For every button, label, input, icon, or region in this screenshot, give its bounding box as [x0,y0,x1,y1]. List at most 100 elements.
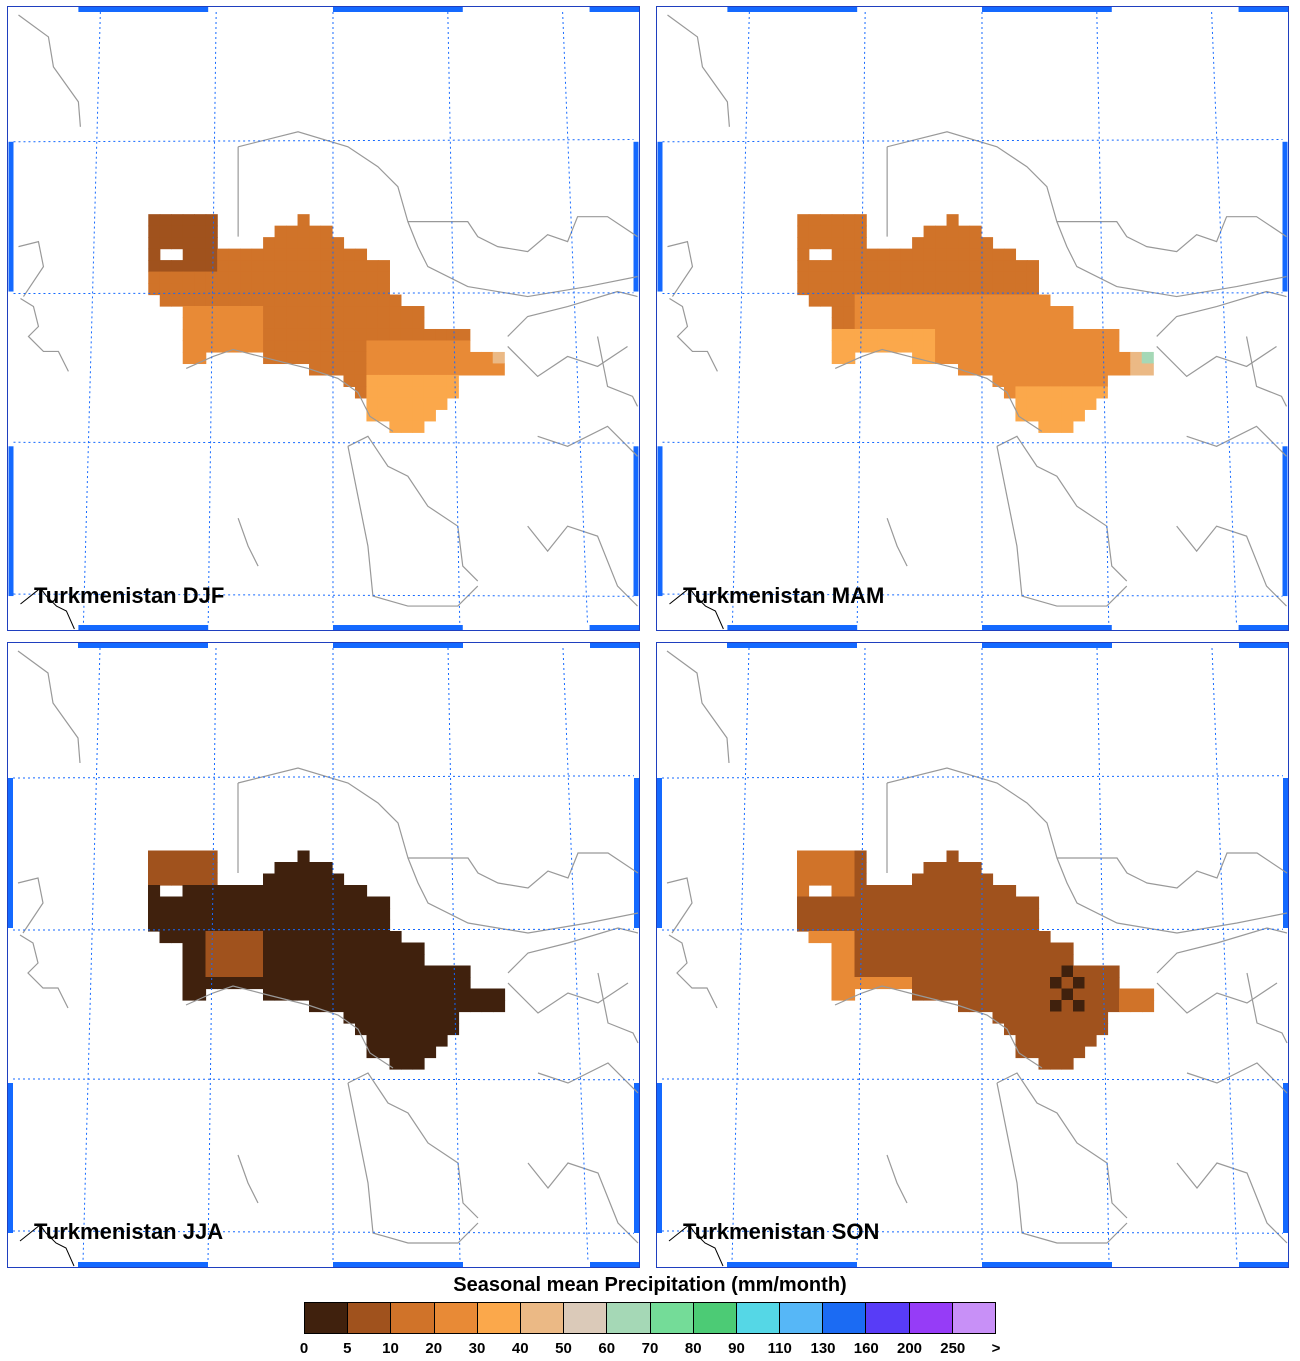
precip-cell [205,248,218,261]
frame-bar [1239,1262,1288,1267]
precip-cell [797,225,810,238]
precip-cell [240,294,253,307]
precip-cell [1015,397,1028,410]
precip-cell [148,283,161,296]
precip-cell [866,294,879,307]
precip-cell [297,328,310,342]
precip-cell [912,896,925,909]
precip-cell [240,942,253,955]
precip-cell [182,294,195,307]
precip-cell [923,919,936,932]
precip-cell [889,306,902,319]
precip-cell [251,942,264,955]
precip-cell [228,954,241,967]
precip-cell [797,896,810,909]
precip-cell [935,988,948,1001]
precip-cell [992,317,1005,330]
precip-cell [1050,954,1063,967]
precip-cell [981,908,994,921]
precip-cell [389,1057,402,1070]
precip-cell [366,271,379,284]
precip-cell [1061,1000,1074,1013]
precip-cell [194,965,207,978]
frame-bar [78,625,209,630]
country-border [834,985,1043,1069]
precip-cell [958,237,971,250]
precip-cell [297,873,310,886]
precip-cell [378,1011,391,1024]
country-border [1176,525,1287,607]
precip-cell [366,397,379,410]
precip-cell [309,351,322,365]
precip-cell [1061,317,1074,330]
precip-cell [1084,386,1097,399]
graticule-latitude [13,593,634,597]
precip-cell [194,340,207,353]
precip-cell [343,896,356,909]
precip-cell [240,919,253,932]
country-border [507,982,629,1014]
precip-cell [1061,1046,1074,1059]
precip-cell [366,283,379,296]
precip-cell [251,260,264,273]
precip-cell [240,965,253,978]
precip-cell [808,919,821,932]
precip-cell [354,386,368,399]
precip-cell [969,1000,982,1013]
precip-cell [217,908,230,921]
precip-cell [423,351,436,365]
precip-cell [912,351,925,365]
precip-cell [958,919,971,932]
precip-cell [820,260,833,273]
precip-cell [900,328,913,342]
precip-cell [251,328,264,342]
precip-cell [171,225,184,238]
precip-cell [877,965,890,978]
precip-cell [446,374,459,387]
precip-cell [286,271,299,284]
precip-cell [343,942,356,955]
precip-cell [297,850,310,863]
precip-cell [1050,1023,1063,1036]
precip-cell [969,862,982,875]
frame-bar [78,643,208,648]
precip-cell [1061,965,1074,978]
precip-cell [378,1046,391,1059]
precip-cell [331,351,345,365]
precip-cell [263,237,276,250]
precip-cell [366,977,379,990]
precip-cell [331,283,345,296]
precip-cell [182,942,195,955]
precip-cell [1107,328,1120,342]
precip-cell [320,283,333,296]
precip-cell [377,294,390,307]
precip-cell [1073,1011,1086,1024]
precip-cell [992,988,1005,1001]
precip-cell [1038,386,1051,399]
precip-cell [458,351,471,365]
precip-cell [797,237,810,250]
precip-cell [263,283,276,296]
precip-cell [1141,363,1154,376]
precip-cell [992,965,1005,978]
precip-cell [182,248,195,261]
precip-cell [1095,340,1108,353]
precip-cell [1050,988,1063,1001]
precip-cell [820,271,833,284]
precip-cell [797,271,810,284]
precip-cell [447,988,460,1001]
precip-cell [240,306,253,319]
precip-cell [969,919,982,932]
precip-cell [446,340,459,353]
precip-cell [980,340,994,353]
precip-cell [877,954,890,967]
precip-cell [831,271,844,284]
precip-cell [228,248,241,261]
precip-cell [1072,386,1085,399]
precip-cell [1061,386,1074,399]
precip-cell [1027,896,1040,909]
precip-cell [309,237,322,250]
graticule-longitude [1096,647,1110,1263]
precip-cell [263,248,276,261]
precip-cell [263,260,276,273]
